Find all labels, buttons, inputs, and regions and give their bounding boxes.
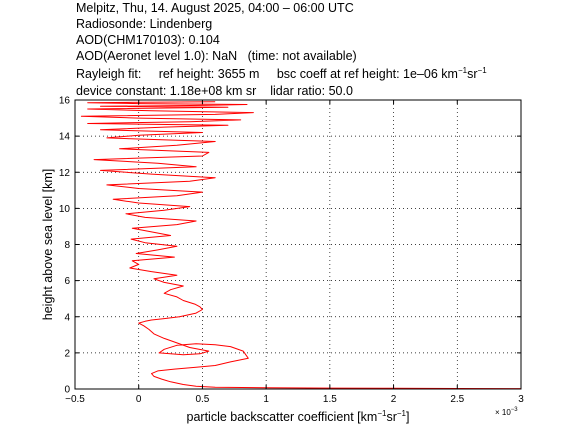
rayleigh-ref-height: ref height: 3655 m: [158, 67, 260, 81]
aod-aeronet-value: AOD(Aeronet level 1.0): NaN: [76, 49, 238, 63]
backscatter-profile-line: [80, 101, 522, 390]
rayleigh-fit-label: Rayleigh fit:: [76, 67, 142, 81]
aod-aeronet-time: (time: not available): [247, 49, 357, 63]
x-multiplier-base: × 10: [495, 408, 511, 417]
header-device-constant: device constant: 1.18e+08 km sr lidar ra…: [76, 83, 353, 99]
y-tick-label: 10: [59, 204, 71, 215]
lidar-ratio: lidar ratio: 50.0: [270, 84, 353, 98]
y-tick-label: 14: [59, 132, 71, 143]
x-axis-label-sup1: −1: [377, 409, 387, 418]
y-tick-label: 12: [59, 168, 71, 179]
x-tick-label: 3: [518, 394, 524, 405]
y-tick-label: 0: [64, 385, 70, 396]
rayleigh-bsc-coeff: bsc coeff at ref height: 1e–06 km−1sr−1: [276, 66, 487, 82]
y-tick-label: 16: [59, 96, 71, 107]
x-axis-multiplier: × 10−3: [495, 407, 518, 417]
x-tick-label: −0.5: [65, 394, 85, 405]
x-multiplier-exponent: −3: [511, 407, 519, 413]
y-tick-label: 4: [64, 312, 70, 323]
header-aod-chm: AOD(CHM170103): 0.104: [76, 33, 220, 47]
x-tick-label: 1.5: [323, 394, 337, 405]
data-layer: [80, 101, 522, 390]
header-radiosonde: Radiosonde: Lindenberg: [76, 17, 213, 31]
bsc-unit-mid: sr: [467, 67, 478, 81]
x-axis-label-sup2: −1: [397, 409, 407, 418]
y-tick-label: 8: [64, 240, 70, 251]
x-tick-label: 2: [391, 394, 397, 405]
bsc-unit-sup1: −1: [457, 66, 468, 75]
y-axis-label: height above sea level [km]: [41, 169, 55, 320]
x-axis-label-main: particle backscatter coefficient [km: [187, 410, 378, 424]
header-location-date: Melpitz, Thu, 14. August 2025, 04:00 – 0…: [76, 1, 354, 15]
y-tick-label: 6: [64, 276, 70, 287]
x-axis-label-end: ]: [406, 410, 409, 424]
x-tick-label: 2.5: [450, 394, 464, 405]
header-aod-aeronet: AOD(Aeronet level 1.0): NaN (time: not a…: [76, 48, 357, 64]
x-axis-label: particle backscatter coefficient [km−1sr…: [187, 409, 410, 424]
device-constant: device constant: 1.18e+08 km sr: [76, 84, 257, 98]
header-rayleigh-fit: Rayleigh fit: ref height: 3655 m bsc coe…: [76, 66, 487, 82]
x-tick-label: 0: [136, 394, 142, 405]
x-tick-label: 0.5: [195, 394, 209, 405]
y-tick-label: 2: [64, 348, 70, 359]
bsc-unit-sup2: −1: [477, 66, 487, 75]
grid-layer: [75, 100, 521, 389]
x-axis-label-mid: sr: [386, 410, 396, 424]
x-tick-label: 1: [263, 394, 269, 405]
plot-frame: [74, 99, 522, 390]
bsc-coeff-prefix: bsc coeff at ref height: 1e–06 km: [276, 67, 458, 81]
